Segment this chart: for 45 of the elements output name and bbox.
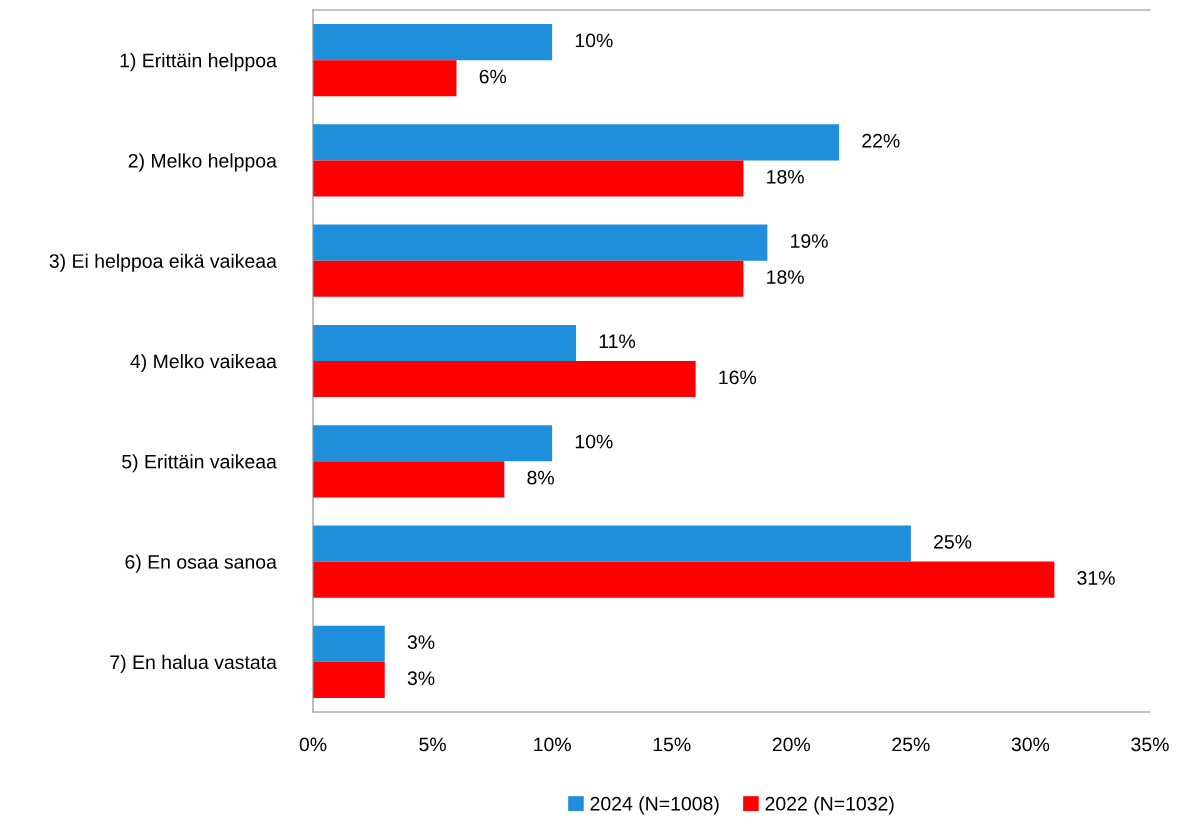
bar [313, 461, 505, 498]
data-label: 10% [575, 434, 613, 449]
data-label: 11% [599, 334, 636, 349]
bar [313, 425, 553, 462]
data-label: 3% [407, 671, 435, 686]
data-label: 18% [767, 169, 804, 184]
x-tick-label: 0% [299, 737, 327, 752]
bar [313, 324, 577, 361]
data-label: 6% [479, 69, 507, 84]
bar [313, 24, 553, 61]
data-label: 18% [767, 270, 804, 284]
y-tick-label: 3) Ei helppoa eikä vaikeaa [49, 253, 277, 272]
x-tick-label: 30% [1011, 737, 1050, 752]
x-tick-label: 15% [653, 737, 691, 752]
data-label: 8% [527, 470, 554, 485]
bar [313, 260, 744, 297]
bar [313, 525, 911, 562]
legend-label: 2024 (N=1008) [590, 796, 719, 815]
bar [313, 661, 385, 698]
x-tick-label: 10% [534, 737, 571, 752]
x-tick-label: 5% [419, 737, 446, 752]
data-label: 10% [575, 33, 613, 48]
legend-label: 2022 (N=1032) [765, 796, 894, 815]
bar [313, 561, 1055, 598]
data-label: 16% [719, 370, 757, 385]
x-tick-label: 20% [772, 737, 811, 752]
x-tick-label: 35% [1131, 737, 1169, 752]
y-tick-label: 7) En halua vastata [110, 654, 277, 673]
data-label: 31% [1077, 571, 1115, 585]
bar [313, 60, 457, 97]
data-label: 25% [934, 534, 972, 549]
data-label: 3% [407, 635, 435, 650]
y-tick-label: 6) En osaa sanoa [125, 554, 277, 573]
y-tick-label: 1) Erittäin helppoa [120, 53, 277, 72]
y-tick-label: 2) Melko helppoa [128, 153, 277, 172]
data-label: 22% [862, 133, 900, 148]
y-tick-label: 4) Melko vaikeaa [130, 353, 277, 373]
data-label: 19% [791, 234, 828, 248]
bar [313, 160, 744, 197]
bar [313, 625, 385, 662]
y-tick-label: 5) Erittäin vaikeaa [122, 454, 277, 473]
bar [313, 224, 768, 261]
bar [313, 124, 840, 161]
x-tick-label: 25% [892, 737, 930, 752]
bar [313, 361, 696, 398]
